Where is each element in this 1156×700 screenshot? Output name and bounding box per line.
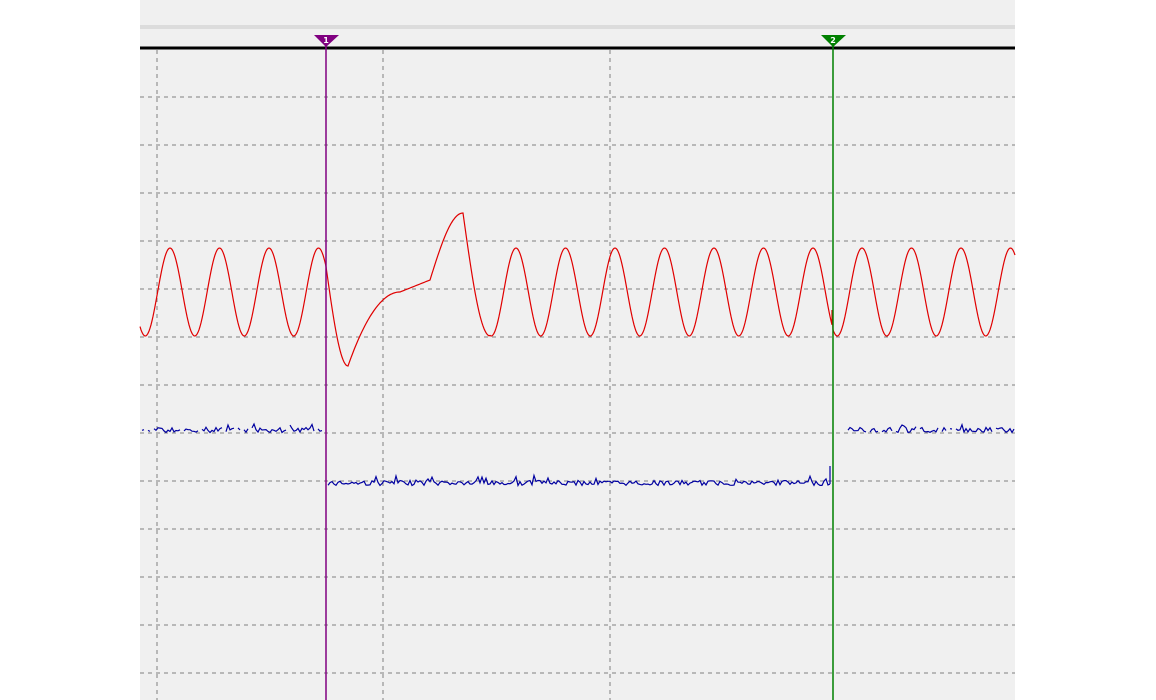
- cursor-2-label: 2: [830, 36, 836, 45]
- cursor-1-label: 1: [323, 36, 329, 45]
- cursor-1-marker[interactable]: [314, 35, 339, 47]
- blue-trace: [141, 422, 1015, 488]
- cursor-2-marker[interactable]: [821, 35, 846, 47]
- time-axis-line: [140, 46, 1015, 50]
- cursor-1[interactable]: 1: [314, 35, 339, 700]
- cursor-2[interactable]: 2: [821, 35, 846, 700]
- red-trace: [139, 212, 1016, 367]
- grid: [140, 50, 1015, 700]
- toolbar-separator: [140, 25, 1015, 29]
- waveform-panel[interactable]: [140, 0, 1015, 700]
